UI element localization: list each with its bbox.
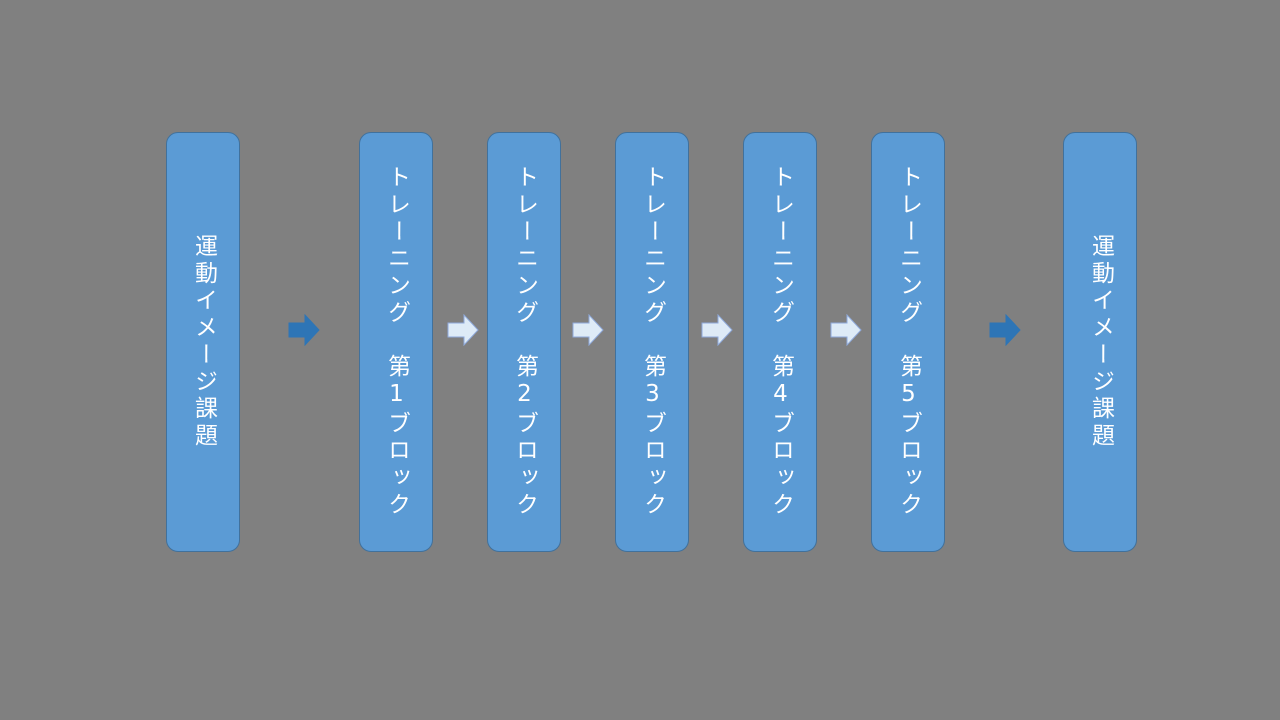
light-arrow-icon <box>701 314 733 346</box>
training-block-label: トレーニング 第2ブロック <box>511 165 538 519</box>
training-block-1: トレーニング 第1ブロック <box>359 132 433 552</box>
solid-arrow-icon <box>288 314 320 346</box>
solid-arrow-icon <box>989 314 1021 346</box>
light-arrow-icon <box>447 314 479 346</box>
light-arrow-icon <box>572 314 604 346</box>
start-task-box: 運動イメージ課題 <box>166 132 240 552</box>
training-block-3: トレーニング 第3ブロック <box>615 132 689 552</box>
training-block-label: トレーニング 第5ブロック <box>895 165 922 519</box>
training-block-label: トレーニング 第1ブロック <box>383 165 410 519</box>
end-task-label: 運動イメージ課題 <box>1087 234 1114 450</box>
training-block-2: トレーニング 第2ブロック <box>487 132 561 552</box>
light-arrow-icon <box>830 314 862 346</box>
start-task-label: 運動イメージ課題 <box>190 234 217 450</box>
training-block-5: トレーニング 第5ブロック <box>871 132 945 552</box>
training-block-label: トレーニング 第4ブロック <box>767 165 794 519</box>
training-block-label: トレーニング 第3ブロック <box>639 165 666 519</box>
end-task-box: 運動イメージ課題 <box>1063 132 1137 552</box>
training-block-4: トレーニング 第4ブロック <box>743 132 817 552</box>
